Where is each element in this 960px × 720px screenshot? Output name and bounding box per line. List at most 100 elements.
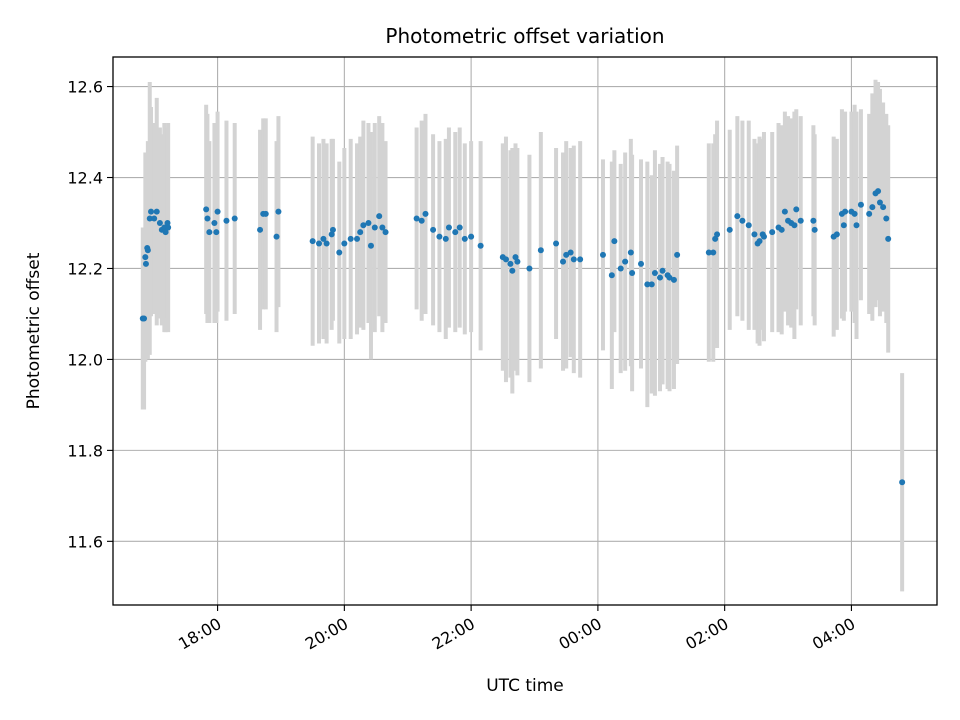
data-point [211, 219, 218, 226]
data-point [456, 224, 463, 231]
data-point [347, 235, 354, 242]
data-point [329, 226, 336, 233]
data-point [445, 224, 452, 231]
data-point [382, 229, 389, 236]
data-point [745, 222, 752, 229]
data-point [629, 270, 636, 277]
data-point [165, 224, 172, 231]
data-point [141, 315, 148, 322]
data-point [512, 254, 519, 261]
chart-title: Photometric offset variation [385, 24, 664, 48]
data-point [659, 267, 666, 274]
data-point [537, 247, 544, 254]
data-point [328, 231, 335, 238]
data-point [866, 210, 873, 217]
data-point [885, 235, 892, 242]
data-point [553, 240, 560, 247]
data-point [563, 251, 570, 258]
data-point [156, 219, 163, 226]
data-point [146, 215, 153, 222]
data-point [651, 270, 658, 277]
data-point [617, 265, 624, 272]
data-point [442, 235, 449, 242]
data-point [223, 217, 230, 224]
data-point [257, 226, 264, 233]
data-point [206, 229, 213, 236]
data-point [153, 208, 160, 215]
data-point [797, 217, 804, 224]
data-point [231, 215, 238, 222]
data-point [611, 238, 618, 245]
data-point [204, 215, 211, 222]
data-point [756, 238, 763, 245]
data-point [379, 224, 386, 231]
data-point [570, 256, 577, 263]
data-point [376, 213, 383, 220]
x-axis-title: UTC time [486, 676, 564, 696]
data-point [778, 226, 785, 233]
data-point [507, 260, 514, 267]
data-point [323, 240, 330, 247]
y-tick-label: 11.8 [67, 441, 103, 460]
data-point [857, 201, 864, 208]
data-point [164, 219, 171, 226]
data-point [608, 272, 615, 279]
data-point [674, 251, 681, 258]
data-point [869, 204, 876, 211]
plot-frame [112, 56, 938, 606]
data-point [853, 222, 860, 229]
data-point [367, 242, 374, 249]
data-point [365, 219, 372, 226]
data-point [316, 240, 322, 247]
data-point [336, 249, 343, 256]
data-point [705, 249, 712, 256]
data-point [710, 249, 717, 256]
data-point [418, 217, 425, 224]
data-point [657, 274, 664, 281]
y-tick-label: 11.6 [67, 532, 103, 551]
y-tick-label: 12.2 [67, 259, 103, 278]
data-point [309, 238, 316, 245]
data-point [142, 254, 149, 261]
data-point [712, 235, 719, 242]
data-point [851, 210, 858, 217]
data-point [422, 210, 429, 217]
data-point [452, 229, 459, 236]
data-point [811, 226, 818, 233]
data-point [502, 256, 509, 263]
data-point [769, 229, 776, 236]
y-tick-label: 12.0 [67, 350, 103, 369]
data-point [810, 217, 817, 224]
y-axis-title: Photometric offset [24, 252, 44, 409]
data-point [320, 235, 327, 242]
data-point [461, 235, 468, 242]
data-point [781, 208, 788, 215]
data-points [139, 188, 906, 486]
data-point [739, 217, 746, 224]
data-point [275, 208, 282, 215]
data-point [371, 224, 378, 231]
data-point [833, 231, 840, 238]
data-point [875, 188, 882, 195]
data-point [577, 256, 584, 263]
data-point [880, 204, 887, 211]
data-point [341, 240, 348, 247]
data-point [734, 213, 741, 220]
data-point [468, 233, 475, 240]
data-point [214, 208, 221, 215]
data-point [622, 258, 629, 265]
data-point [144, 247, 151, 254]
data-point [751, 231, 758, 238]
data-point [526, 265, 533, 272]
data-point [354, 235, 361, 242]
data-point [760, 233, 767, 240]
data-point [560, 258, 567, 265]
data-point [876, 199, 883, 206]
data-point [899, 479, 906, 486]
data-point [599, 251, 606, 258]
data-point [627, 249, 634, 256]
data-point [514, 258, 521, 265]
data-point [791, 222, 798, 229]
y-axis-ticks: 11.6 11.8 12.0 12.2 12.4 12.6 [67, 78, 113, 551]
y-tick-label: 12.4 [67, 169, 103, 188]
